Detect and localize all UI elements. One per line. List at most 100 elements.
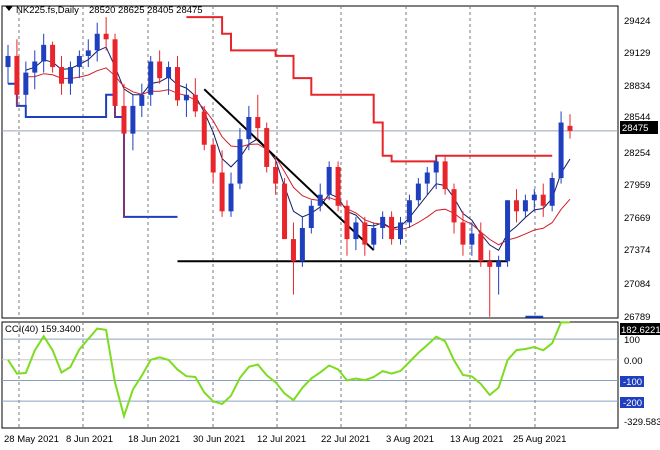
- price-tick: 28834: [624, 81, 650, 92]
- price-panel-frame: [1, 5, 619, 319]
- date-label: 3 Aug 2021: [386, 434, 434, 445]
- candle-body: [192, 94, 198, 112]
- date-label: 13 Aug 2021: [450, 434, 503, 445]
- candle-body: [201, 111, 207, 145]
- candle-body: [255, 116, 261, 129]
- cci-panel-frame: [1, 321, 619, 429]
- cci-line: [7, 321, 570, 420]
- candle-body: [76, 55, 82, 68]
- date-label: 25 Aug 2021: [513, 434, 566, 445]
- candle-body: [264, 128, 270, 167]
- candle-body: [326, 166, 332, 195]
- price-tick: 27669: [624, 213, 650, 224]
- date-label: 28 May 2021: [4, 434, 59, 445]
- chart-header: NK225.fs,Daily 28520 28625 28405 28475: [5, 5, 203, 16]
- current-price-tag: 28475: [620, 121, 658, 134]
- candle-body: [442, 161, 448, 190]
- price-tick: 27084: [624, 279, 650, 290]
- candle-body: [487, 261, 493, 267]
- candle-body: [317, 194, 323, 206]
- cci-current-tag: 182.6221: [620, 323, 660, 336]
- candle-body: [174, 67, 180, 101]
- candle-body: [67, 67, 73, 84]
- indicator-lines: [8, 16, 571, 318]
- candle-body: [558, 122, 564, 179]
- candle-body: [353, 222, 359, 240]
- symbol-label: NK225.fs,Daily: [16, 5, 79, 16]
- candle-body: [237, 139, 243, 184]
- resistance-step-line: [186, 16, 553, 163]
- candle-body: [522, 200, 528, 212]
- cci-tick: -200: [623, 398, 642, 409]
- date-label: 12 Jul 2021: [257, 434, 306, 445]
- candle-body: [398, 222, 404, 240]
- candle-body: [5, 55, 11, 68]
- candle-body: [567, 125, 573, 131]
- candle-body: [299, 227, 305, 262]
- candle-body: [32, 61, 38, 73]
- candle-body: [273, 166, 279, 184]
- cci-tick: 0.00: [624, 356, 643, 367]
- candle-body: [112, 39, 118, 106]
- candle-body: [130, 105, 136, 134]
- candle-body: [540, 194, 546, 206]
- price-tick: 28544: [624, 112, 650, 123]
- cci-tag-neg100: -100: [620, 376, 644, 388]
- price-tick: 29424: [624, 16, 650, 27]
- candle-body: [469, 233, 475, 245]
- candle-body: [335, 166, 341, 206]
- candle-body: [41, 44, 47, 62]
- support-step-line: [8, 82, 178, 218]
- candle-body: [228, 183, 234, 212]
- candle-body: [210, 144, 216, 173]
- candles: [5, 17, 573, 317]
- candle-body: [23, 72, 29, 95]
- candle-body: [424, 172, 430, 184]
- cci-tick: -329.583: [624, 417, 660, 428]
- candle-body: [531, 194, 537, 201]
- candle-body: [433, 161, 439, 173]
- dropdown-triangle-icon[interactable]: [5, 6, 13, 11]
- ohlc-label: 28520 28625 28405 28475: [89, 5, 203, 16]
- candle-body: [505, 200, 511, 262]
- candle-body: [94, 33, 100, 51]
- candle-body: [148, 61, 154, 95]
- candle-body: [157, 61, 163, 79]
- candle-body: [380, 216, 386, 228]
- date-label: 18 Jun 2021: [128, 434, 180, 445]
- candle-body: [513, 200, 519, 212]
- candle-body: [371, 227, 377, 245]
- candle-body: [14, 55, 20, 95]
- candle-body: [59, 67, 65, 84]
- date-label: 22 Jul 2021: [321, 434, 370, 445]
- candle-body: [308, 205, 314, 228]
- candle-body: [406, 200, 412, 223]
- price-tick: 29129: [624, 48, 650, 59]
- candle-body: [282, 183, 288, 240]
- candle-body: [85, 50, 91, 56]
- candle-body: [451, 189, 457, 223]
- candle-body: [460, 222, 466, 245]
- cci-axis: 100 0.00 -100 -200 -329.583: [620, 335, 660, 428]
- cci-tick: 100: [624, 335, 640, 346]
- cci-tick: -100: [623, 377, 642, 388]
- cci-current-text: 182.6221: [621, 325, 660, 336]
- candle-body: [344, 205, 350, 240]
- cci-tag-neg200: -200: [620, 397, 644, 409]
- candle-body: [362, 222, 368, 245]
- candle-body: [496, 261, 502, 267]
- current-price-text: 28475: [622, 123, 648, 134]
- candle-body: [50, 44, 56, 68]
- price-tick: 27959: [624, 180, 650, 191]
- candle-body: [478, 233, 484, 262]
- price-tick: 27374: [624, 245, 650, 256]
- candle-body: [219, 172, 225, 212]
- cci-label: CCI(40) 159.3400: [5, 324, 81, 335]
- candle-body: [183, 94, 189, 101]
- price-axis: 29424 29129 28834 28544 28254 27959 2766…: [624, 16, 650, 323]
- candle-body: [290, 239, 296, 262]
- candle-body: [139, 94, 145, 106]
- price-tick: 26789: [624, 312, 650, 323]
- date-label: 8 Jun 2021: [66, 434, 113, 445]
